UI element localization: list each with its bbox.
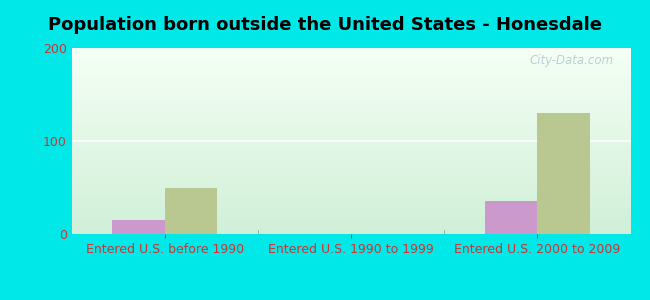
Bar	[485, 202, 538, 234]
Text: Population born outside the United States - Honesdale: Population born outside the United State…	[48, 16, 602, 34]
Bar	[112, 220, 164, 234]
Text: City-Data.com: City-Data.com	[530, 54, 614, 67]
Bar	[164, 188, 217, 234]
Bar	[538, 113, 590, 234]
Legend: Native, Foreign-born: Native, Foreign-born	[251, 297, 451, 300]
